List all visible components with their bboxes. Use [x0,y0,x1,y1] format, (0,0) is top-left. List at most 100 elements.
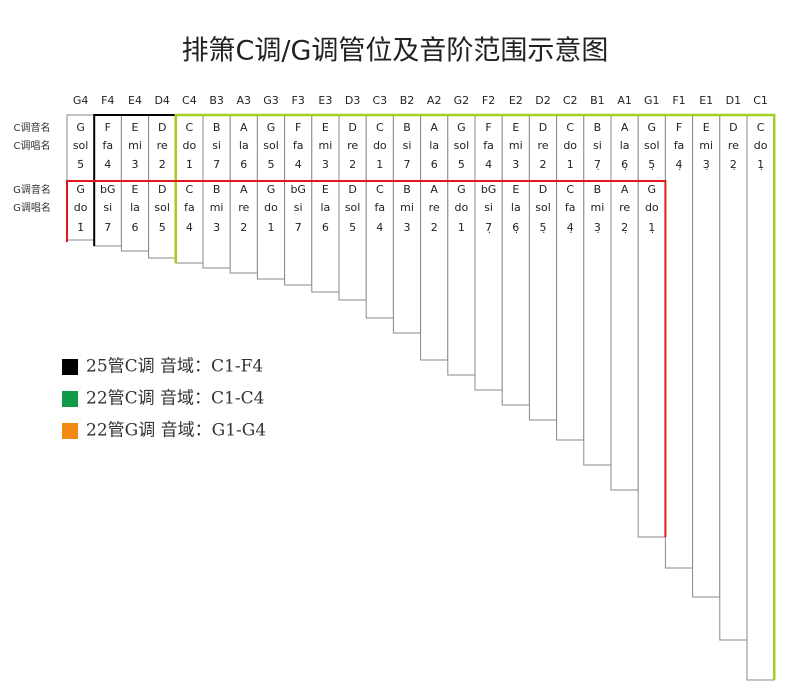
note-numbers: 1 [376,158,383,171]
note-numbers: 7 [295,221,302,234]
note-numbers: 5̇ [77,158,84,171]
note-syllables: si [403,139,412,152]
note-syllables: do [754,139,768,152]
note-syllables: si [294,201,303,214]
note-syllables: mi [128,139,142,152]
note-names: G [648,183,657,196]
note-names: A [621,183,629,196]
note-syllables: mi [591,201,605,214]
legend-swatch [62,359,78,375]
note-numbers: 6 [240,158,247,171]
note-syllables: mi [699,139,713,152]
note-names: F [676,121,682,134]
range-22c [174,113,776,680]
pitch-header: E2 [509,94,523,107]
note-names: bG [481,183,497,196]
pitch-header: B2 [400,94,415,107]
pitch-header: G3 [263,94,279,107]
note-syllables: sol [263,139,279,152]
note-names: D [539,183,547,196]
note-syllables: re [537,139,548,152]
note-numbers: 4̣ [567,221,574,234]
pipe [746,114,775,681]
note-numbers: 7̣ [485,221,492,234]
pipe [284,114,313,286]
note-names: G [457,183,466,196]
note-numbers: 5̣ [648,158,655,171]
pitch-header: C2 [563,94,578,107]
note-syllables: re [619,201,630,214]
note-numbers: 3 [322,158,329,171]
note-names: B [403,121,411,134]
note-names: G [457,121,466,134]
pitch-header: F4 [101,94,114,107]
pipe [66,114,95,241]
note-names: C [566,121,574,134]
note-syllables: fa [293,139,304,152]
pitch-header: A1 [617,94,632,107]
pipe [528,114,558,421]
note-names: D [158,183,166,196]
note-numbers: 1̣ [648,221,655,234]
note-syllables: do [563,139,577,152]
pitch-header: D4 [154,94,169,107]
note-syllables: si [103,201,112,214]
pipe [202,114,231,269]
note-syllables: la [130,201,140,214]
pitch-header: C3 [372,94,387,107]
note-numbers: 5̣ [540,221,547,234]
pipe [365,114,394,319]
note-numbers: 2 [540,158,547,171]
note-names: F [105,121,111,134]
note-numbers: 4 [186,221,193,234]
note-names: C [376,121,384,134]
pipe [583,114,612,466]
note-syllables: do [645,201,659,214]
note-syllables: re [157,139,168,152]
note-names: E [132,121,139,134]
note-names: A [621,121,629,134]
note-names: E [132,183,139,196]
note-names: A [430,183,438,196]
legend-label: 22管C调 音域：C1-C4 [86,389,264,409]
note-numbers: 1̇ [186,158,193,171]
note-names: C [186,121,194,134]
note-syllables: sol [644,139,660,152]
note-numbers: 3 [512,158,519,171]
note-numbers: 4 [376,221,383,234]
note-syllables: la [239,139,249,152]
note-names: A [240,183,248,196]
note-numbers: 6̣ [621,158,628,171]
note-names: E [703,121,710,134]
note-syllables: re [429,201,440,214]
note-syllables: fa [374,201,385,214]
note-names: A [240,121,248,134]
note-syllables: sol [154,201,170,214]
row-label: C调音名 [14,121,51,134]
note-numbers: 5 [349,221,356,234]
note-numbers: 7 [213,158,220,171]
pitch-header: F2 [482,94,495,107]
note-numbers: 4̣ [676,158,683,171]
note-numbers: 1̇ [77,221,84,234]
pipe [637,114,666,538]
legend-label: 25管C调 音域：C1-F4 [86,357,263,377]
note-syllables: mi [319,139,333,152]
pipe [610,114,639,491]
pitch-header: D2 [535,94,550,107]
pipe [474,114,503,391]
note-names: D [158,121,166,134]
note-names: B [213,183,221,196]
legend-swatch [62,423,78,439]
note-numbers: 3̇ [132,158,139,171]
note-numbers: 6 [431,158,438,171]
note-syllables: do [74,201,88,214]
note-numbers: 2 [431,221,438,234]
note-names: C [566,183,574,196]
pipe [719,114,748,641]
note-syllables: la [321,201,331,214]
note-syllables: re [347,139,358,152]
note-names: G [267,183,276,196]
note-syllables: fa [674,139,685,152]
